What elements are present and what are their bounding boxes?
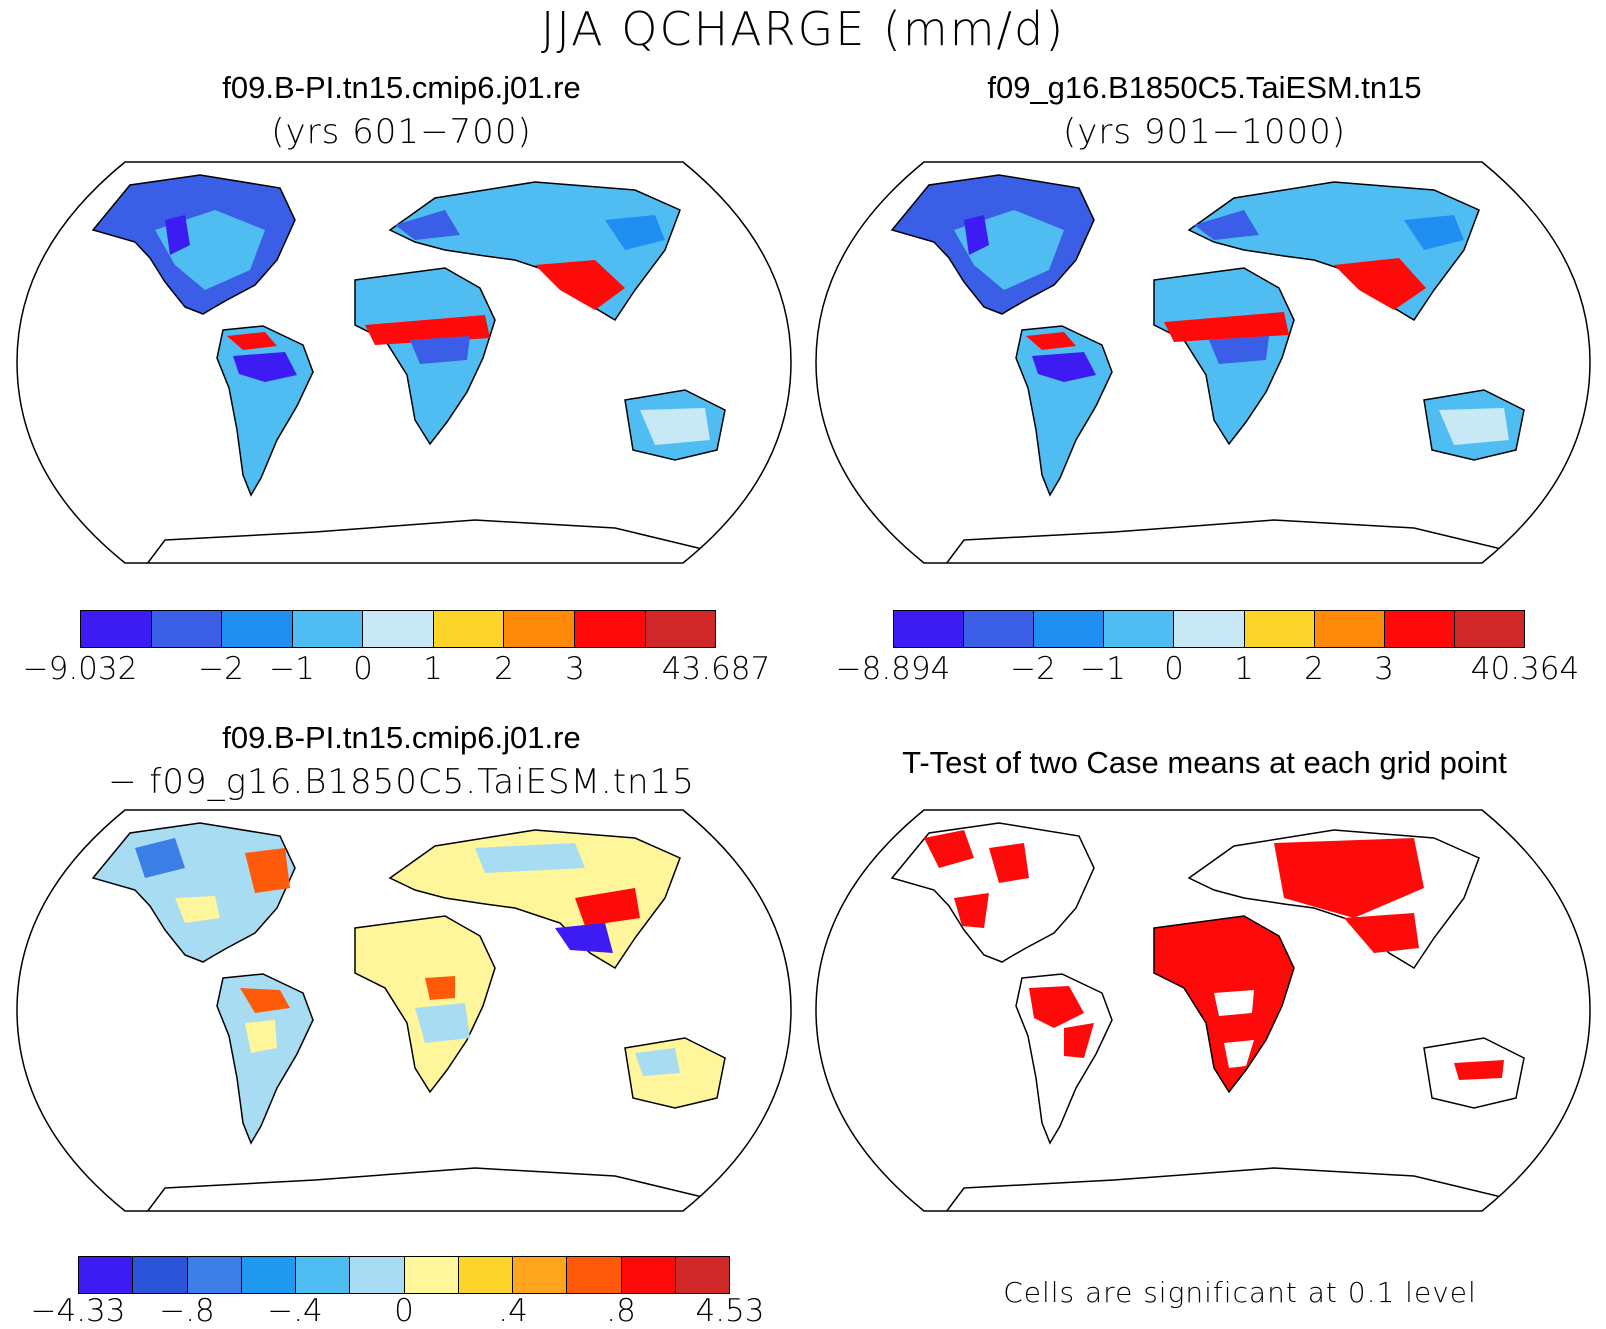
- panel2-colorbar-label: 3: [1374, 651, 1394, 687]
- panel1-colorbar-label: −2: [198, 651, 244, 687]
- panel1-colorbar-label: −1: [269, 651, 315, 687]
- panel3-colorbar-label: −4.33: [30, 1293, 126, 1329]
- figure-title: JJA QCHARGE (mm/d): [540, 2, 1066, 56]
- north-america: [890, 822, 1095, 963]
- panel2-colorbar-bin: [1174, 611, 1245, 647]
- panel2-colorbar-label: −2: [1010, 651, 1056, 687]
- significance-note: Cells are significant at 0.1 level: [1003, 1276, 1477, 1309]
- panel3-map: [16, 809, 792, 1212]
- panel3-colorbar-bin: [241, 1257, 296, 1293]
- panel3-case-title: f09.B-PI.tn15.cmip6.j01.re: [222, 720, 581, 755]
- panel1-colorbar-bin: [363, 611, 434, 647]
- panel2-map: [815, 161, 1591, 564]
- panel2-colorbar-bin: [1384, 611, 1455, 647]
- panel3-colorbar-bin: [567, 1257, 622, 1293]
- panel3-minus-title: − f09_g16.B1850C5.TaiESM.tn15: [108, 762, 695, 802]
- panel2-colorbar-bin: [1034, 611, 1105, 647]
- antarctica: [133, 519, 737, 563]
- panel1-colorbar-label: 43.687: [661, 651, 771, 687]
- panel1-colorbar-label: 0: [353, 651, 373, 687]
- panel3-colorbar-bin: [133, 1257, 188, 1293]
- panel3-colorbar-label: 0: [394, 1293, 414, 1329]
- panel2-colorbar-label: 0: [1164, 651, 1184, 687]
- panel1-colorbar-bin: [574, 611, 646, 647]
- panel1-colorbar-bin: [504, 611, 575, 647]
- panel1-colorbar-bin: [433, 611, 505, 647]
- panel4-title: T-Test of two Case means at each grid po…: [902, 745, 1507, 780]
- panel2-colorbar-bin: [1314, 611, 1385, 647]
- panel2-colorbar-label: 2: [1304, 651, 1324, 687]
- panel1-years: (yrs 601−700): [271, 112, 532, 152]
- panel2-colorbar-bin: [1104, 611, 1175, 647]
- panel2-colorbar-bin: [1244, 611, 1315, 647]
- panel3-colorbar-bin: [621, 1257, 676, 1293]
- panel1-colorbar-label: 3: [565, 651, 585, 687]
- south-america: [1015, 325, 1113, 497]
- panel3-colorbar-label: .4: [498, 1293, 528, 1329]
- panel3-colorbar: [78, 1256, 730, 1294]
- panel1-colorbar: [80, 610, 716, 648]
- panel1-colorbar-label: 1: [423, 651, 443, 687]
- panel3-colorbar-label: −.4: [267, 1293, 323, 1329]
- panel2-colorbar-bin: [964, 611, 1035, 647]
- antarctica: [932, 519, 1536, 563]
- panel1-colorbar-label: −9.032: [22, 651, 138, 687]
- north-america: [91, 822, 296, 963]
- panel1-colorbar-bin: [81, 611, 152, 647]
- south-america: [216, 325, 314, 497]
- panel3-colorbar-label: −.8: [159, 1293, 215, 1329]
- panel3-colorbar-bin: [187, 1257, 242, 1293]
- panel4-map: [815, 809, 1591, 1212]
- panel2-colorbar-bin: [1454, 611, 1524, 647]
- panel3-colorbar-label: .8: [606, 1293, 636, 1329]
- panel2-colorbar-label: 1: [1234, 651, 1254, 687]
- antarctica: [133, 1167, 737, 1211]
- panel1-colorbar-bin: [151, 611, 223, 647]
- panel2-colorbar-label: −1: [1080, 651, 1126, 687]
- panel1-colorbar-bin: [292, 611, 364, 647]
- panel3-colorbar-label: 4.53: [695, 1293, 765, 1329]
- panel2-colorbar-label: 40.364: [1470, 651, 1580, 687]
- panel2-colorbar-label: −8.894: [835, 651, 951, 687]
- panel3-colorbar-bin: [350, 1257, 405, 1293]
- panel1-colorbar-bin: [645, 611, 716, 647]
- panel2-colorbar-bin: [894, 611, 965, 647]
- panel3-colorbar-bin: [404, 1257, 459, 1293]
- panel1-case-title: f09.B-PI.tn15.cmip6.j01.re: [222, 70, 581, 105]
- africa: [354, 915, 496, 1094]
- panel2-years: (yrs 901−1000): [1062, 112, 1347, 152]
- panel2-colorbar: [893, 610, 1525, 648]
- antarctica: [932, 1167, 1536, 1211]
- panel3-colorbar-bin: [296, 1257, 351, 1293]
- south-america: [216, 973, 314, 1145]
- panel1-map: [16, 161, 792, 564]
- panel2-case-title: f09_g16.B1850C5.TaiESM.tn15: [987, 70, 1422, 105]
- panel1-colorbar-label: 2: [494, 651, 514, 687]
- panel3-colorbar-bin: [513, 1257, 568, 1293]
- panel3-colorbar-bin: [79, 1257, 134, 1293]
- panel1-colorbar-bin: [222, 611, 293, 647]
- panel3-colorbar-bin: [458, 1257, 513, 1293]
- panel3-colorbar-bin: [675, 1257, 729, 1293]
